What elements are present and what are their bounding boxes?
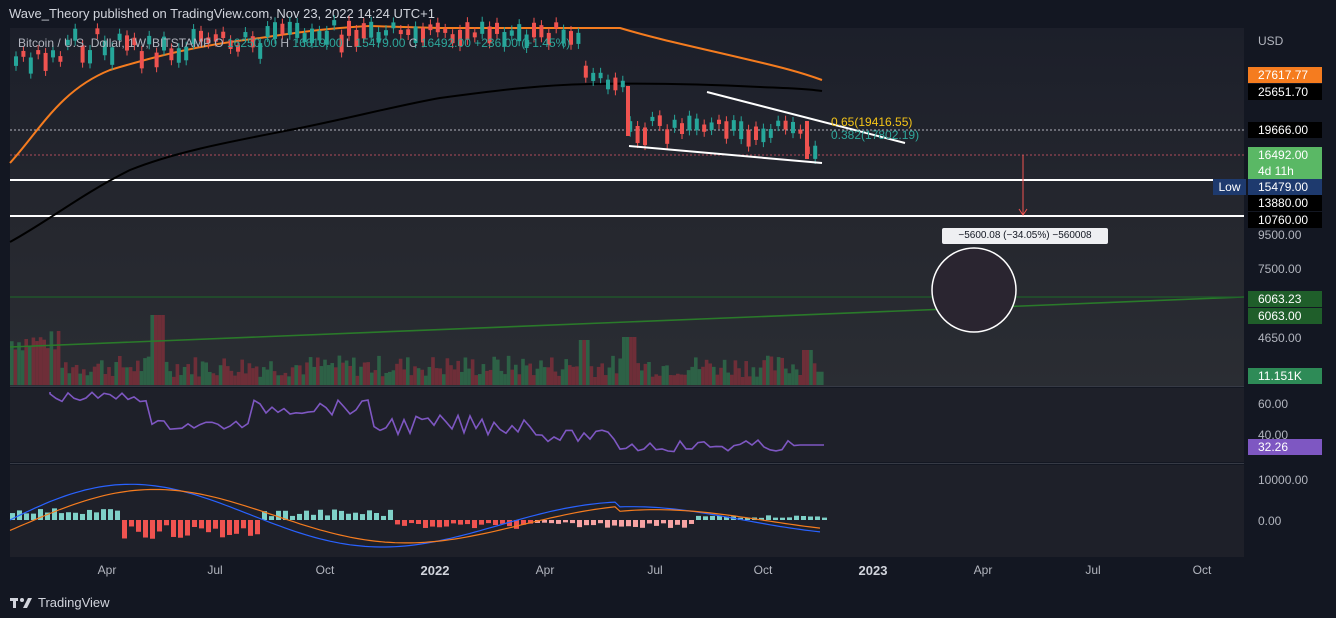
- price-tag-ma-orange: 27617.77: [1248, 67, 1322, 83]
- price-tag-trend-b: 6063.00: [1248, 308, 1322, 324]
- time-axis-label: Apr: [535, 563, 555, 577]
- fib-label-065[interactable]: 0.65(19416.55): [831, 115, 913, 129]
- rsi-axis-40[interactable]: 40.00: [1258, 428, 1289, 442]
- open-value: 16250.00: [226, 36, 278, 50]
- price-pane[interactable]: [10, 28, 1244, 386]
- measurement-tooltip: −5600.08 (−34.05%) −560008: [942, 228, 1108, 244]
- price-tag-13880: 13880.00: [1248, 195, 1322, 211]
- time-axis-label: Oct: [753, 563, 773, 577]
- time-axis-label: Jul: [647, 563, 663, 577]
- high-value: 16619.00: [292, 36, 343, 50]
- price-tag-10760: 10760.00: [1248, 212, 1322, 228]
- price-tag-trend-a: 6063.23: [1248, 291, 1322, 307]
- rsi-pane[interactable]: [10, 388, 1244, 462]
- symbol-legend[interactable]: Bitcoin / U.S. Dollar, 1W, BITSTAMP O 16…: [18, 36, 570, 50]
- price-tag-low: 15479.00: [1248, 179, 1322, 195]
- macd-axis-10000[interactable]: 10000.00: [1258, 473, 1309, 487]
- pane-divider[interactable]: [10, 386, 1244, 387]
- macd-axis-0[interactable]: 0.00: [1258, 514, 1282, 528]
- brand-name: TradingView: [38, 594, 110, 610]
- close-label: C: [408, 36, 418, 50]
- time-axis-label: Oct: [315, 563, 335, 577]
- price-axis-7500[interactable]: 7500.00: [1258, 262, 1302, 276]
- bar-countdown: 4d 11h: [1258, 164, 1294, 178]
- price-tag-19666: 19666.00: [1248, 122, 1322, 138]
- fib-label-0382[interactable]: 0.382(17802.19): [831, 128, 920, 142]
- open-label: O: [214, 36, 224, 50]
- change-value: +236.00 (+1.45%): [474, 36, 571, 50]
- price-tag-ma-black: 25651.70: [1248, 84, 1322, 100]
- price-axis-9500[interactable]: 9500.00: [1258, 228, 1302, 242]
- time-axis-label: Jul: [1085, 563, 1101, 577]
- time-axis-label: 2022: [420, 563, 450, 578]
- tradingview-branding[interactable]: TradingView: [10, 592, 110, 612]
- low-label: L: [345, 36, 353, 50]
- time-axis-label: Apr: [97, 563, 117, 577]
- publisher-text: Wave_Theory published on TradingView.com…: [9, 6, 435, 21]
- time-axis-label: Oct: [1192, 563, 1212, 577]
- tradingview-logo-icon: [10, 598, 32, 608]
- low-tag-label: Low: [1213, 179, 1246, 195]
- rsi-value-tag: 32.26: [1248, 439, 1322, 455]
- pane-divider[interactable]: [10, 463, 1244, 464]
- time-axis-label: 2023: [858, 563, 888, 578]
- macd-pane[interactable]: [10, 465, 1244, 557]
- close-value: 16492.00: [420, 36, 471, 50]
- rsi-axis-60[interactable]: 60.00: [1258, 397, 1289, 411]
- high-label: H: [280, 36, 290, 50]
- low-value: 15479.00: [355, 36, 406, 50]
- publisher-bar: Wave_Theory published on TradingView.com…: [0, 0, 1336, 28]
- volume-tag: 11.151K: [1248, 368, 1322, 384]
- last-price-value: 16492.00: [1258, 148, 1309, 162]
- time-axis-label: Apr: [973, 563, 993, 577]
- symbol-name: Bitcoin / U.S. Dollar, 1W, BITSTAMP: [18, 36, 211, 50]
- time-axis-label: Jul: [207, 563, 223, 577]
- price-axis-4650[interactable]: 4650.00: [1258, 331, 1302, 345]
- price-tag-last: 16492.00 4d 11h: [1248, 147, 1322, 179]
- currency-label[interactable]: USD: [1258, 34, 1284, 48]
